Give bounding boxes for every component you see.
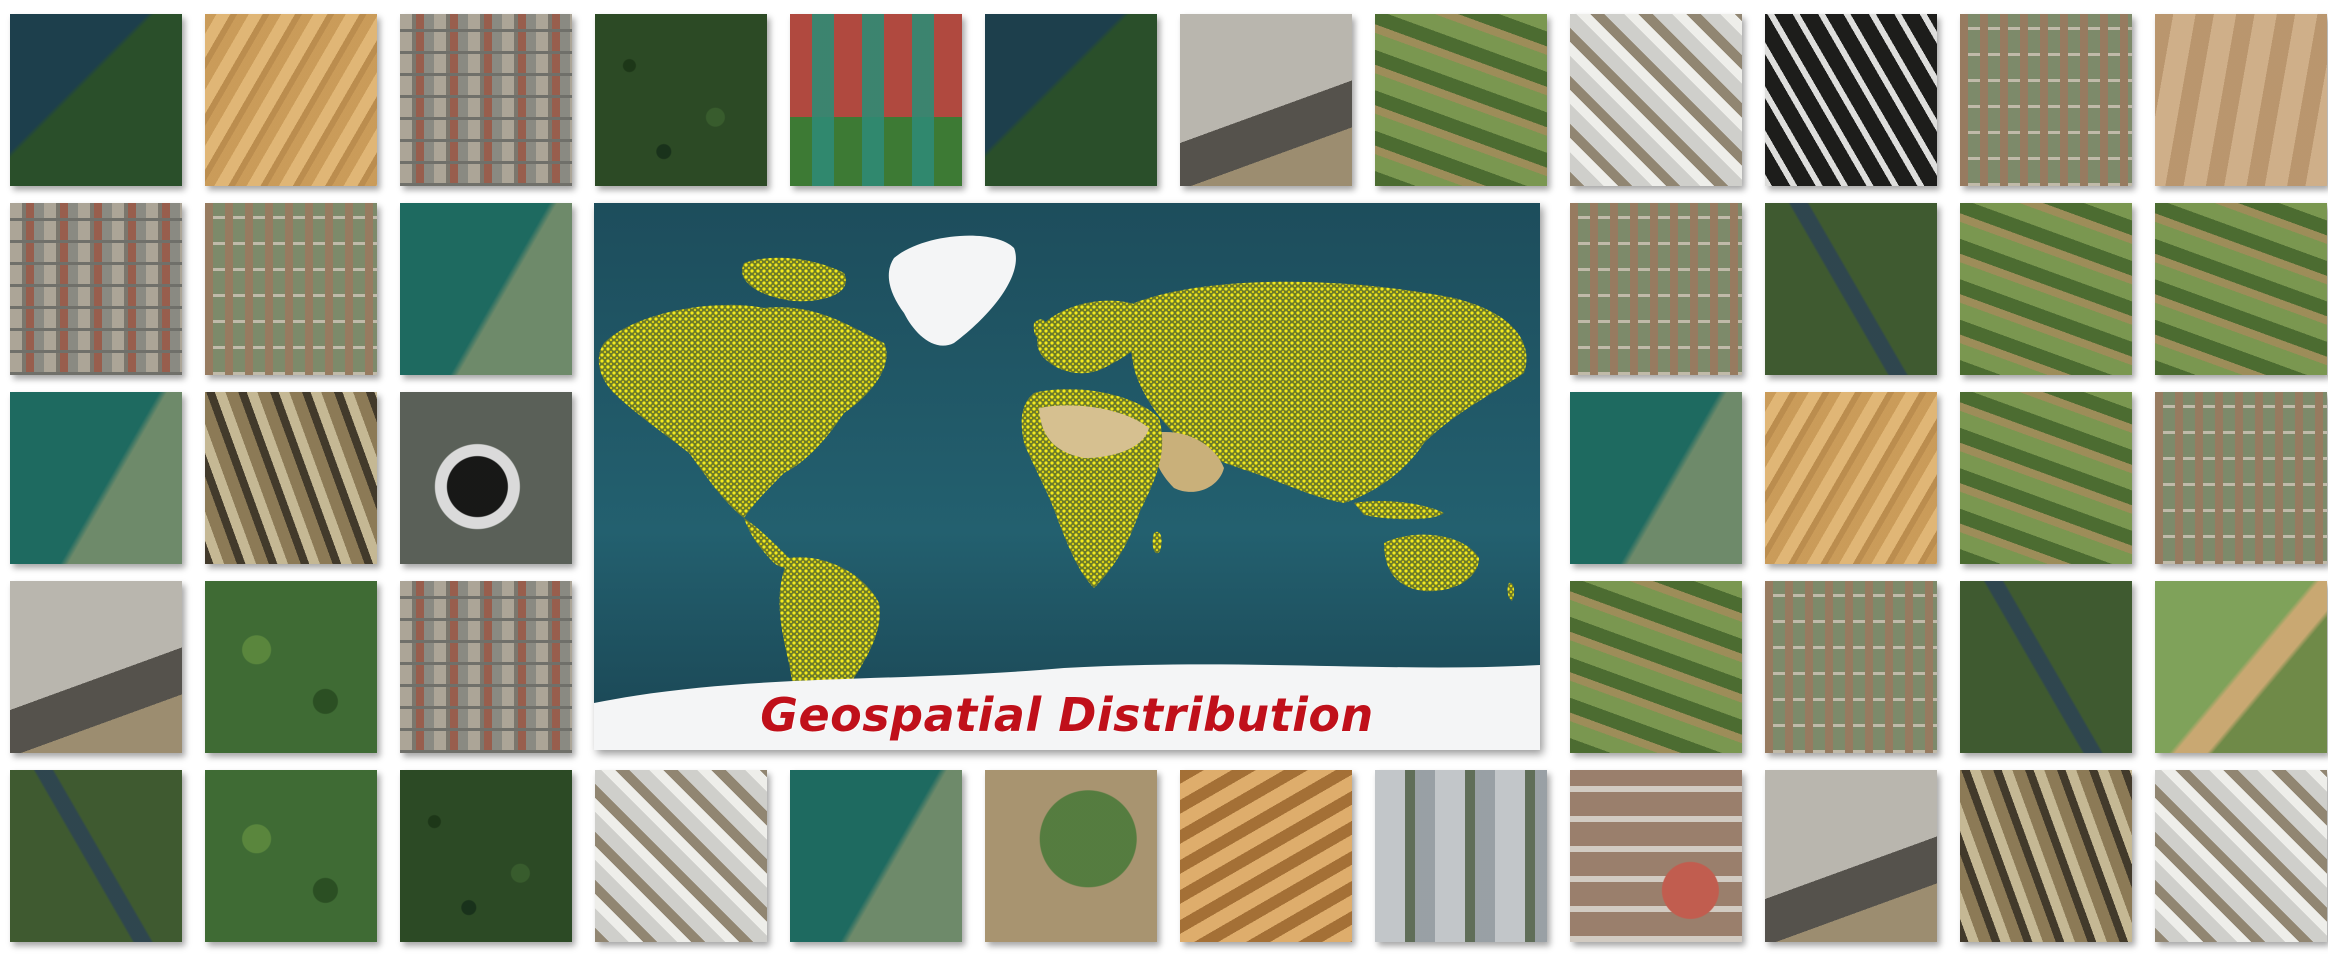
tile-river-farmland xyxy=(10,770,182,942)
tile-mountain-ridges xyxy=(1960,770,2132,942)
tile-bridge-river xyxy=(790,770,962,942)
tile-residential-grid xyxy=(205,203,377,375)
arctic-islands xyxy=(742,257,846,302)
tile-lake-forest-2 xyxy=(985,14,1157,186)
tile-cooling-tower xyxy=(400,392,572,564)
tile-industrial-buildings xyxy=(10,203,182,375)
tile-rural-village xyxy=(1765,581,1937,753)
arabia xyxy=(1152,432,1224,492)
tile-highway-parking xyxy=(1180,14,1352,186)
sahara xyxy=(1039,405,1149,458)
japan xyxy=(1471,372,1484,402)
antarctica xyxy=(594,664,1540,750)
madagascar xyxy=(1152,531,1162,554)
tile-orchard xyxy=(1570,581,1742,753)
map-title: Geospatial Distribution xyxy=(760,688,1374,742)
new-zealand xyxy=(1507,582,1515,601)
tile-road-junction xyxy=(1765,770,1937,942)
tile-red-roof-lot xyxy=(10,581,182,753)
indonesia xyxy=(1354,501,1444,520)
tile-farmland-village xyxy=(1375,14,1547,186)
tile-lake-forest xyxy=(10,14,182,186)
tile-snow-mountain xyxy=(1570,14,1742,186)
tile-school-campus xyxy=(1570,770,1742,942)
tile-greenhouses xyxy=(1960,392,2132,564)
tile-dark-snow-mountain xyxy=(1765,14,1937,186)
tile-hill-village xyxy=(205,770,377,942)
asia xyxy=(1130,281,1527,503)
tile-stadium xyxy=(400,14,572,186)
tile-waterfront-houses xyxy=(1570,392,1742,564)
tile-interchange xyxy=(205,581,377,753)
tile-row-houses xyxy=(400,581,572,753)
tile-center-pivot xyxy=(985,770,1157,942)
tile-dense-town xyxy=(1960,14,2132,186)
greenland xyxy=(888,235,1016,346)
uk xyxy=(1033,319,1047,339)
tile-suburb xyxy=(2155,392,2327,564)
tile-coastline xyxy=(10,392,182,564)
tile-snow-ridges xyxy=(2155,770,2327,942)
tile-woodland xyxy=(400,770,572,942)
australia xyxy=(1384,534,1479,592)
tile-harbor xyxy=(400,203,572,375)
tile-sand-plain xyxy=(1765,392,1937,564)
tile-tennis-courts xyxy=(790,14,962,186)
north-america xyxy=(598,304,887,518)
world-map: Geospatial Distribution xyxy=(594,203,1540,750)
tile-village-fields xyxy=(1570,203,1742,375)
tile-river-meander xyxy=(1960,581,2132,753)
tile-shoreline xyxy=(2155,581,2327,753)
tile-snowy-hills xyxy=(595,770,767,942)
tile-river-forest xyxy=(1765,203,1937,375)
tile-factory xyxy=(1375,770,1547,942)
tile-forest xyxy=(595,14,767,186)
tile-desert xyxy=(2155,14,2327,186)
tile-farmland-road xyxy=(2155,203,2327,375)
tile-eroded-terrain xyxy=(1180,770,1352,942)
tile-crop-fields xyxy=(1960,203,2132,375)
tile-rocky-mountain xyxy=(205,392,377,564)
europe xyxy=(1037,300,1155,374)
tile-sand-dunes xyxy=(205,14,377,186)
world-map-graphic xyxy=(594,203,1540,750)
central-america xyxy=(744,518,791,568)
